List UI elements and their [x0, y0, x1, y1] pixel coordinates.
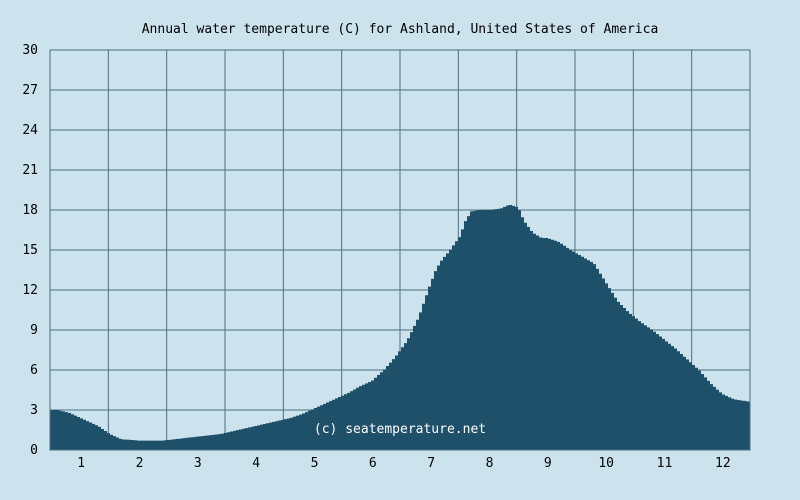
- y-tick-label: 0: [30, 443, 38, 458]
- x-tick-label: 12: [715, 456, 731, 471]
- y-axis-ticks: 0 3 6 9 12 15 18 21 24 27 30: [22, 43, 38, 458]
- x-tick-label: 1: [77, 456, 85, 471]
- x-tick-label: 10: [598, 456, 614, 471]
- y-tick-label: 24: [22, 123, 38, 138]
- x-tick-label: 5: [311, 456, 319, 471]
- x-tick-label: 8: [486, 456, 494, 471]
- plot-border: [49, 49, 751, 451]
- x-tick-label: 7: [427, 456, 435, 471]
- x-tick-label: 11: [657, 456, 673, 471]
- y-tick-label: 30: [22, 43, 38, 58]
- y-tick-label: 12: [22, 283, 38, 298]
- y-tick-label: 18: [22, 203, 38, 218]
- x-axis-ticks: 1 2 3 4 5 6 7 8 9 10 11 12: [77, 456, 730, 471]
- x-tick-label: 9: [544, 456, 552, 471]
- y-tick-label: 9: [30, 323, 38, 338]
- chart-title: Annual water temperature (C) for Ashland…: [142, 22, 659, 37]
- y-tick-label: 6: [30, 363, 38, 378]
- x-tick-label: 4: [252, 456, 260, 471]
- x-tick-label: 3: [194, 456, 202, 471]
- watermark: (c) seatemperature.net: [314, 422, 486, 437]
- y-tick-label: 3: [30, 403, 38, 418]
- x-tick-label: 6: [369, 456, 377, 471]
- temperature-area: [50, 204, 750, 450]
- y-tick-label: 15: [22, 243, 38, 258]
- y-tick-label: 27: [22, 83, 38, 98]
- x-tick-label: 2: [136, 456, 144, 471]
- y-tick-label: 21: [22, 163, 38, 178]
